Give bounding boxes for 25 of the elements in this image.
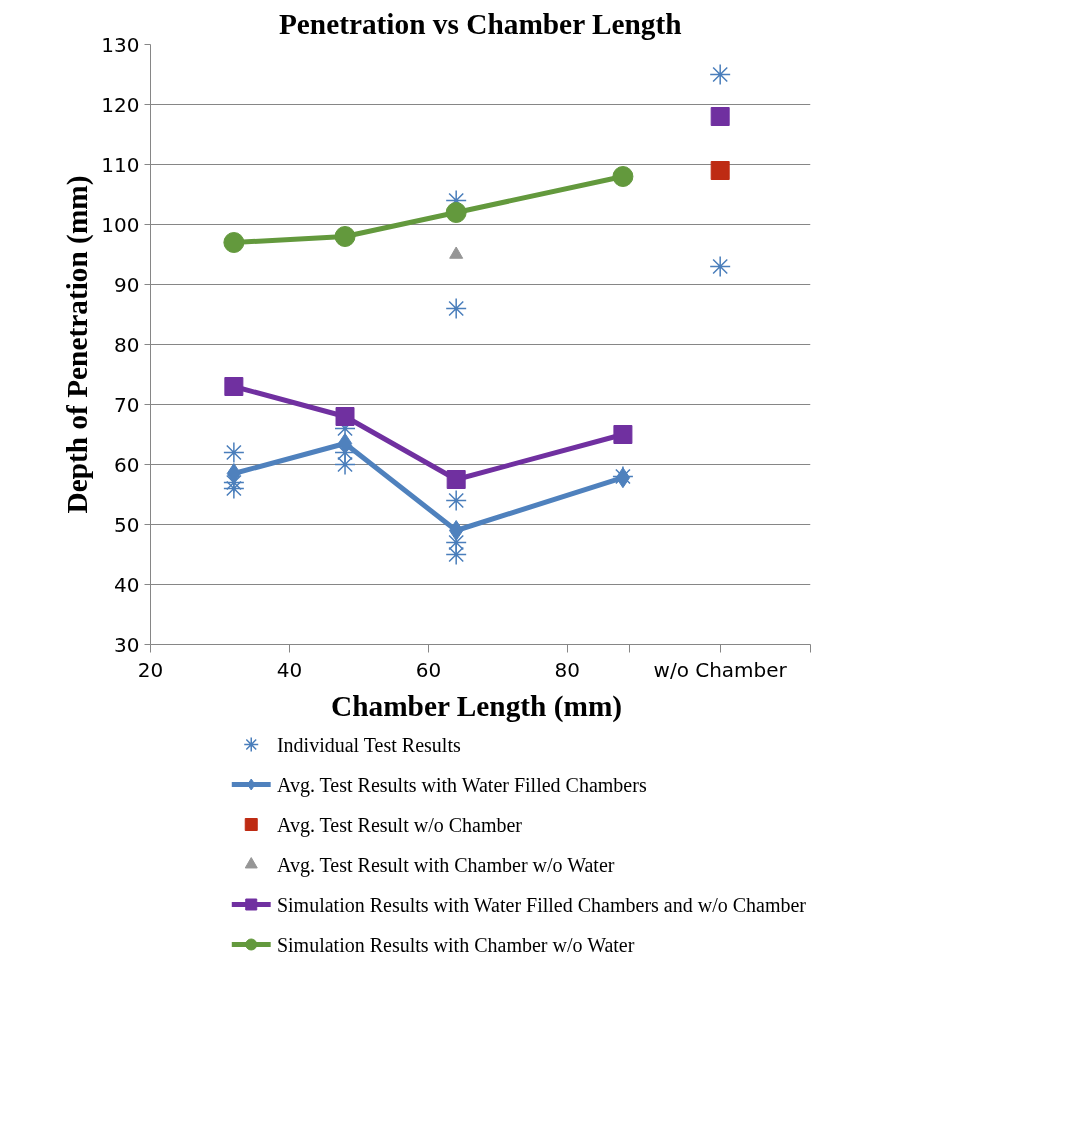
y-tick-label: 110 xyxy=(101,152,140,177)
x-tick-label: w/o Chamber xyxy=(653,657,788,682)
x-axis-title: Chamber Length (mm) xyxy=(331,689,623,723)
y-tick-label: 90 xyxy=(114,272,140,297)
legend-label: Simulation Results with Chamber w/o Water xyxy=(276,933,635,956)
legend-label: Avg. Test Result w/o Chamber xyxy=(276,813,523,837)
legend-label: Simulation Results with Water Filled Chambers and w/o Chamber xyxy=(276,893,807,916)
y-tick-label: 100 xyxy=(101,212,140,237)
y-tick-label: 120 xyxy=(101,92,140,117)
y-tick-label: 130 xyxy=(101,32,140,57)
y-axis-title: Depth of Penetration (mm) xyxy=(61,175,95,514)
y-tick-label: 80 xyxy=(114,332,140,357)
x-tick-label: 60 xyxy=(415,657,442,682)
x-tick-label: 20 xyxy=(137,657,164,682)
y-tick-label: 40 xyxy=(114,572,140,597)
y-tick-label: 60 xyxy=(114,452,140,477)
chart-title: Penetration vs Chamber Length xyxy=(278,7,682,40)
y-tick-label: 30 xyxy=(114,632,140,657)
y-tick-label: 70 xyxy=(114,392,140,417)
legend-label: Individual Test Results xyxy=(276,733,461,756)
x-tick-label: 40 xyxy=(276,657,303,682)
x-tick-label: 80 xyxy=(554,657,581,682)
y-tick-label: 50 xyxy=(114,512,140,537)
legend-label: Avg. Test Results with Water Filled Chambers xyxy=(276,773,647,797)
legend-label: Avg. Test Result with Chamber w/o Water xyxy=(276,853,615,877)
